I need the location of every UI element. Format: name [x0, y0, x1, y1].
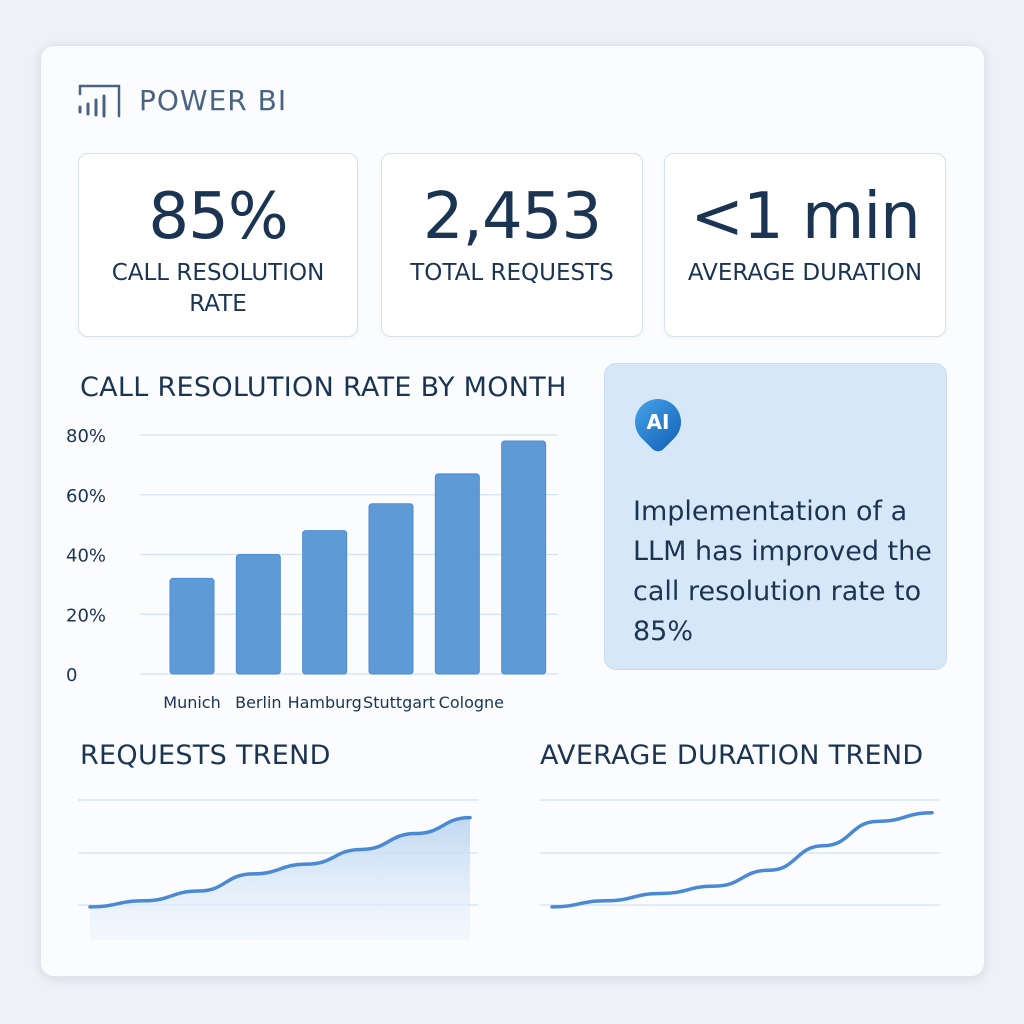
bar: [169, 577, 215, 675]
kpi-card-total-requests[interactable]: 2,453 TOTAL REQUESTS: [381, 153, 643, 337]
bar: [235, 554, 281, 675]
duration-trend-title: AVERAGE DURATION TREND: [540, 740, 924, 771]
trend-area: [90, 817, 470, 940]
kpi-value: 85%: [148, 180, 288, 254]
kpi-label: CALL RESOLUTION RATE: [111, 260, 325, 317]
bar-chart-title: CALL RESOLUTION RATE BY MONTH: [80, 372, 567, 403]
ai-badge-text: AI: [646, 410, 670, 434]
y-tick-label: 0: [66, 665, 77, 686]
y-tick-label: 60%: [66, 486, 106, 507]
kpi-card-average-duration[interactable]: <1 min AVERAGE DURATION: [664, 153, 946, 337]
x-tick-label: Munich: [163, 693, 220, 712]
insight-text: Implementation of a LLM has improved the…: [633, 496, 932, 647]
header: POWER BI: [75, 82, 287, 118]
x-tick-label: Cologne: [439, 693, 504, 712]
trend-line: [550, 811, 934, 909]
bar: [434, 473, 480, 675]
requests-trend-title: REQUESTS TREND: [80, 740, 331, 771]
y-tick-label: 40%: [66, 546, 106, 567]
requests-trend-chart: [78, 799, 478, 940]
kpi-value: <1 min: [690, 180, 920, 254]
bar: [501, 440, 547, 675]
power-bi-icon: [78, 84, 121, 118]
app-title: POWER BI: [139, 83, 288, 117]
kpi-card-resolution-rate[interactable]: 85% CALL RESOLUTION RATE: [78, 153, 358, 337]
kpi-label: TOTAL REQUESTS: [410, 260, 614, 286]
kpi-label: AVERAGE DURATION: [687, 260, 923, 286]
y-tick-label: 80%: [66, 426, 106, 447]
ai-icon: AI: [625, 389, 691, 455]
x-tick-label: Berlin: [235, 693, 281, 712]
trend-line: [88, 815, 472, 909]
y-tick-label: 20%: [66, 605, 106, 626]
bar: [368, 503, 414, 675]
bar-chart: 0 20% 40% 60% 80% Munich Berlin Hamburg Stuttgar…: [66, 426, 558, 712]
x-tick-label: Hamburg: [288, 693, 362, 712]
ai-insight-card: AI Implementation of a LLM has improved …: [604, 363, 947, 670]
x-tick-label: Stuttgart: [363, 693, 435, 712]
duration-trend-chart: [540, 799, 940, 909]
bar: [302, 530, 348, 675]
kpi-value: 2,453: [422, 180, 602, 254]
